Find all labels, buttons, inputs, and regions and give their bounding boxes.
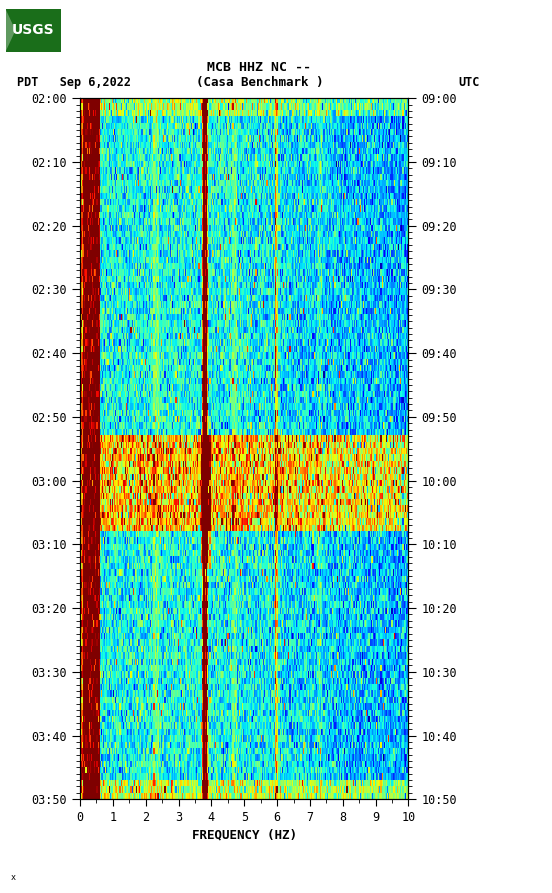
Text: (Casa Benchmark ): (Casa Benchmark )	[196, 76, 323, 89]
Text: UTC: UTC	[458, 76, 480, 89]
Text: MCB HHZ NC --: MCB HHZ NC --	[208, 61, 311, 74]
Text: PDT   Sep 6,2022: PDT Sep 6,2022	[17, 76, 131, 89]
X-axis label: FREQUENCY (HZ): FREQUENCY (HZ)	[192, 828, 297, 841]
Polygon shape	[6, 9, 15, 52]
Text: x: x	[11, 872, 16, 881]
Text: USGS: USGS	[12, 23, 55, 38]
